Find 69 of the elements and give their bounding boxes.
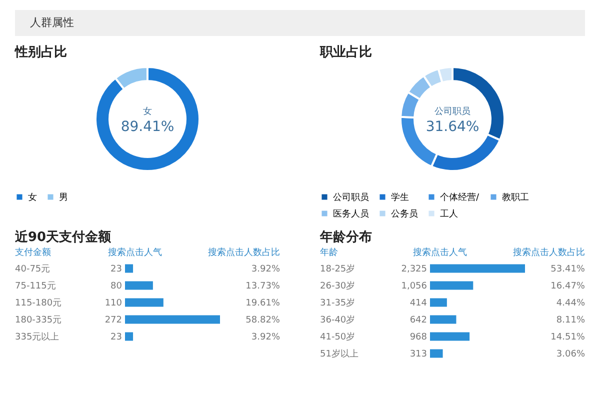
legend-label: 学生 xyxy=(391,192,409,203)
text: 31.64% xyxy=(426,119,480,135)
text: 19.61% xyxy=(246,298,280,308)
text: 13.73% xyxy=(246,282,280,292)
x-axis-title: 搜索点击人气 xyxy=(108,247,162,258)
chart-title: 年龄分布 xyxy=(319,230,372,245)
text: 58.82% xyxy=(246,316,280,326)
text: 3.06% xyxy=(556,350,586,360)
legend-label: 个体经营/ xyxy=(440,192,480,203)
text: 女 xyxy=(143,106,152,117)
y-tick-label: 115-180元 xyxy=(15,298,62,308)
data-label: 313 xyxy=(410,350,427,360)
data-label: 2,325 xyxy=(401,264,427,274)
y-tick-label: 31-35岁 xyxy=(320,298,356,308)
y-tick-label: 335元以上 xyxy=(15,332,60,342)
data-label: 272 xyxy=(104,316,122,326)
bar xyxy=(125,298,164,307)
bar xyxy=(125,281,153,290)
y-tick-label: 180-335元 xyxy=(15,314,62,326)
bar xyxy=(430,332,470,341)
data-label: 80 xyxy=(110,282,122,292)
chart-title: 近90天支付金额 xyxy=(14,229,112,245)
legend-label: 公务员 xyxy=(391,208,418,220)
y-tick-label: 40-75元 xyxy=(15,264,50,274)
legend-label: 教职工 xyxy=(502,192,529,203)
text: 公司职员 xyxy=(434,106,470,117)
y-axis-title: 年龄 xyxy=(320,247,338,258)
data-label: 23 xyxy=(110,332,122,342)
bar xyxy=(430,349,443,358)
legend-label: 医务人员 xyxy=(333,208,369,220)
bar xyxy=(430,298,447,307)
data-label: 414 xyxy=(410,298,428,308)
data-label: 642 xyxy=(410,316,427,326)
text: 53.41% xyxy=(550,264,586,274)
bar xyxy=(430,315,456,324)
y-tick-label: 41-50岁 xyxy=(320,332,356,342)
data-label: 968 xyxy=(410,332,428,342)
text: 16.47% xyxy=(550,282,586,292)
text: 4.44% xyxy=(556,298,586,308)
bar xyxy=(125,264,134,273)
y-tick-label: 36-40岁 xyxy=(320,314,356,326)
bar xyxy=(430,281,474,290)
y-tick-label: 18-25岁 xyxy=(320,264,356,274)
legend-label: 公司职员 xyxy=(333,192,369,203)
chart-title: 职业占比 xyxy=(319,45,372,60)
donut-slice xyxy=(94,66,200,172)
y2-axis-title: 搜索点击人数占比 xyxy=(513,247,585,258)
bar xyxy=(125,332,134,341)
text: 3.92% xyxy=(251,264,280,274)
y-tick-label: 75-115元 xyxy=(15,280,56,292)
y2-axis-title: 搜索点击人数占比 xyxy=(208,247,280,258)
bar xyxy=(430,264,525,273)
legend-label: 工人 xyxy=(440,208,458,220)
legend-label: 女 xyxy=(28,192,37,203)
text: 3.92% xyxy=(251,332,280,342)
bar xyxy=(125,315,220,324)
x-axis-title: 搜索点击人气 xyxy=(413,247,467,258)
data-label: 1,056 xyxy=(401,282,428,292)
chart-title: 性别占比 xyxy=(14,45,67,60)
y-tick-label: 51岁以上 xyxy=(320,348,358,360)
data-label: 23 xyxy=(110,264,122,274)
y-axis-title: 支付金额 xyxy=(15,247,51,258)
text: 人群属性 xyxy=(30,16,74,29)
text: 14.51% xyxy=(550,332,586,342)
y-tick-label: 26-30岁 xyxy=(320,280,356,292)
legend-label: 男 xyxy=(59,192,68,203)
text: 89.41% xyxy=(120,119,174,135)
data-label: 110 xyxy=(104,298,122,308)
text: 8.11% xyxy=(556,316,586,326)
